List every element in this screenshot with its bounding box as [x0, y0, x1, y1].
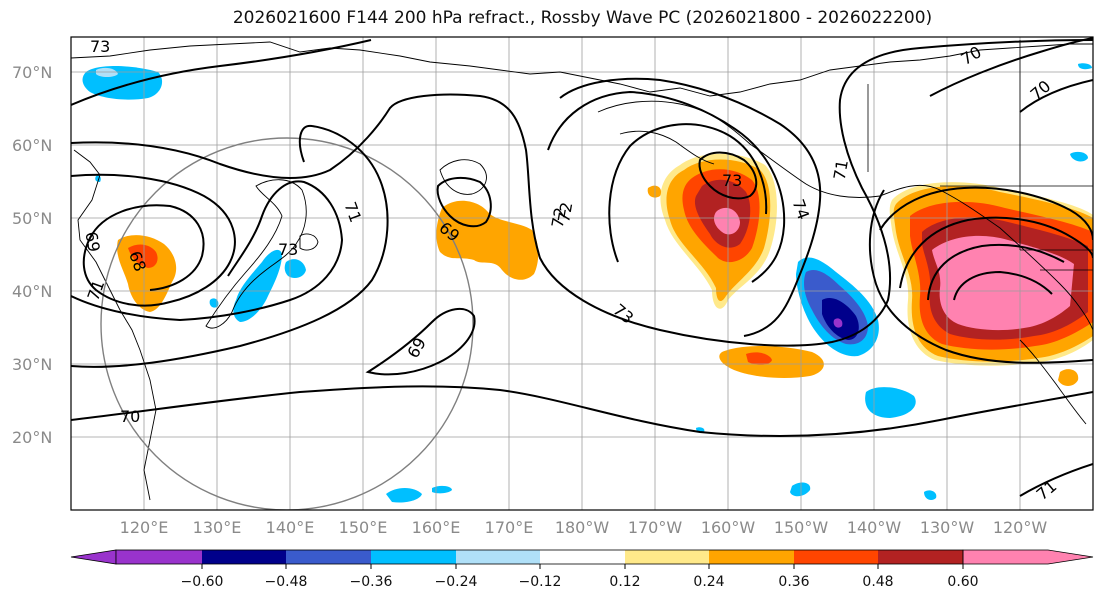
- colorbar-swatch: [794, 550, 878, 564]
- lon-label: 160°W: [701, 518, 756, 537]
- contour-label: 71: [830, 158, 852, 181]
- colorbar: −0.60 −0.48 −0.36 −0.24 −0.12 0.12 0.24 …: [70, 549, 1094, 590]
- graticule: [71, 37, 1093, 510]
- lon-label: 150°E: [339, 518, 388, 537]
- contour-label: 72: [554, 201, 576, 224]
- lon-label: 150°W: [774, 518, 829, 537]
- colorbar-tick-label: 0.60: [947, 574, 978, 590]
- colorbar-tick-label: 0.48: [862, 574, 893, 590]
- colorbar-tick-label: −0.24: [435, 574, 478, 590]
- colorbar-swatch: [286, 550, 371, 564]
- colorbar-max-arrow: [962, 549, 1094, 565]
- lat-label: 30°N: [12, 355, 52, 374]
- contour-label: 73: [722, 171, 742, 190]
- colorbar-tick-label: −0.12: [519, 574, 562, 590]
- lon-label: 140°W: [847, 518, 902, 537]
- colorbar-swatch: [202, 550, 286, 564]
- colorbar-tick-label: −0.60: [181, 574, 224, 590]
- latitude-labels: 70°N 60°N 50°N 40°N 30°N 20°N: [12, 63, 52, 447]
- lon-label: 120°W: [993, 518, 1048, 537]
- lon-label: 130°W: [920, 518, 975, 537]
- contour-label: 69: [81, 230, 103, 253]
- colorbar-tick-label: 0.24: [693, 574, 724, 590]
- colorbar-swatch: [540, 550, 625, 564]
- colorbar-tick-label: −0.36: [350, 574, 393, 590]
- lon-label: 130°E: [193, 518, 242, 537]
- colorbar-swatch: [709, 550, 794, 564]
- colorbar-tick-label: 0.12: [609, 574, 640, 590]
- map-frame: [70, 36, 1094, 511]
- lon-label: 120°E: [120, 518, 169, 537]
- contour-label: 73: [278, 240, 298, 259]
- colorbar-tick-label: −0.48: [265, 574, 308, 590]
- lat-label: 60°N: [12, 136, 52, 155]
- positive-anomaly-fill: [117, 153, 1093, 386]
- lon-label: 180°W: [555, 518, 610, 537]
- contour-label: 70: [120, 407, 140, 426]
- colorbar-tick-label: 0.36: [778, 574, 809, 590]
- lat-label: 40°N: [12, 282, 52, 301]
- colorbar-swatch: [625, 550, 709, 564]
- longitude-labels: 120°E 130°E 140°E 150°E 160°E 170°E 180°…: [120, 518, 1048, 537]
- colorbar-min-arrow: [70, 549, 117, 565]
- lat-label: 70°N: [12, 63, 52, 82]
- lat-label: 20°N: [12, 428, 52, 447]
- contour-lines: [71, 37, 1093, 497]
- page-title: 2026021600 F144 200 hPa refract., Rossby…: [232, 8, 933, 28]
- lon-label: 160°E: [412, 518, 461, 537]
- colorbar-swatch: [878, 550, 963, 564]
- colorbar-swatch: [456, 550, 540, 564]
- lon-label: 170°E: [485, 518, 534, 537]
- lon-label: 170°W: [628, 518, 683, 537]
- lon-label: 140°E: [266, 518, 315, 537]
- lat-label: 50°N: [12, 209, 52, 228]
- colorbar-swatch: [116, 550, 202, 564]
- contour-label: 72: [548, 206, 570, 229]
- reference-circle: [100, 137, 474, 510]
- colorbar-swatch: [371, 550, 456, 564]
- contour-label: 73: [90, 37, 110, 56]
- map-layers: [71, 37, 1093, 510]
